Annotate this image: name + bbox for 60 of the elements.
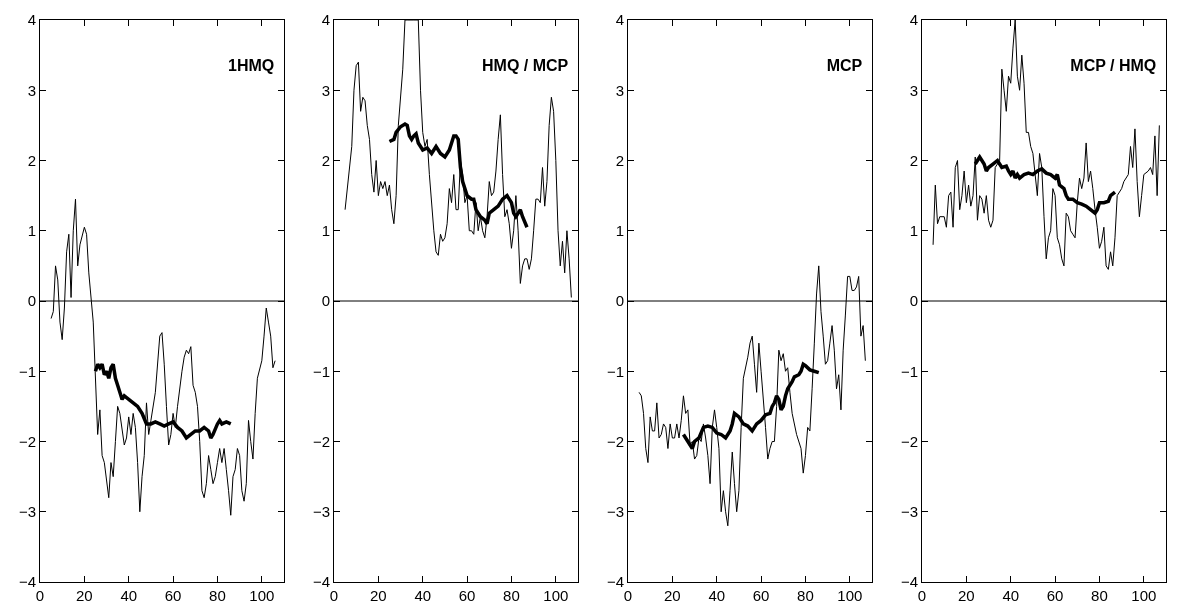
text: 1HMQ xyxy=(228,56,275,74)
y-tick-label: 2 xyxy=(27,151,36,169)
y-tick-label: 2 xyxy=(321,151,330,169)
y-tick-label: 0 xyxy=(27,292,36,310)
x-tick-label: 60 xyxy=(752,587,770,604)
y-tick-label: 0 xyxy=(321,292,330,310)
x-tick-label: 80 xyxy=(503,587,520,604)
x-tick-label: 20 xyxy=(370,587,387,604)
x-tick-label: 40 xyxy=(120,587,138,604)
y-tick-label: 4 xyxy=(615,11,624,29)
y-tick-label: 1 xyxy=(321,222,330,239)
text: MCP / HMQ xyxy=(1070,56,1157,74)
text: HMQ / MCP xyxy=(482,56,569,74)
x-tick-label: 60 xyxy=(164,587,182,604)
y-tick-label: −2 xyxy=(606,432,624,450)
y-tick-label: 0 xyxy=(615,292,624,310)
x-tick-label: 80 xyxy=(797,587,814,604)
y-tick-label: 4 xyxy=(321,11,330,29)
y-tick-label: 0 xyxy=(909,292,918,310)
y-tick-label: −2 xyxy=(312,432,330,450)
y-tick-label: −1 xyxy=(606,362,624,380)
x-tick-label: 40 xyxy=(1002,587,1020,604)
y-tick-label: −1 xyxy=(18,362,36,380)
x-tick-label: 20 xyxy=(664,587,681,604)
y-tick-label: 1 xyxy=(615,222,624,239)
text: MCP xyxy=(826,56,863,74)
x-tick-label: 80 xyxy=(209,587,226,604)
x-tick-label: 60 xyxy=(458,587,476,604)
x-tick-label: 100 xyxy=(837,587,863,604)
x-tick-label: 80 xyxy=(1091,587,1108,604)
x-tick-label: 60 xyxy=(1046,587,1064,604)
y-tick-label: −2 xyxy=(18,432,36,450)
y-tick-label: −4 xyxy=(312,573,330,591)
x-tick-label: 40 xyxy=(708,587,726,604)
y-tick-label: 3 xyxy=(615,81,624,99)
y-tick-label: 3 xyxy=(909,81,918,99)
y-tick-label: 4 xyxy=(27,11,36,29)
y-tick-label: 2 xyxy=(909,151,918,169)
x-tick-label: 20 xyxy=(958,587,975,604)
y-tick-label: −3 xyxy=(606,503,624,520)
y-tick-label: 4 xyxy=(909,11,918,29)
x-tick-label: 100 xyxy=(249,587,275,604)
x-tick-label: 20 xyxy=(76,587,93,604)
x-tick-label: 100 xyxy=(1131,587,1157,604)
y-tick-label: −1 xyxy=(312,362,330,380)
y-tick-label: −3 xyxy=(312,503,330,520)
y-tick-label: −3 xyxy=(18,503,36,520)
x-tick-label: 100 xyxy=(543,587,569,604)
y-tick-label: −2 xyxy=(900,432,918,450)
y-tick-label: −1 xyxy=(900,362,918,380)
y-tick-label: −4 xyxy=(900,573,918,591)
y-tick-label: 2 xyxy=(615,151,624,169)
x-tick-label: 40 xyxy=(414,587,432,604)
y-tick-label: 1 xyxy=(909,222,918,239)
y-tick-label: 3 xyxy=(27,81,36,99)
y-tick-label: −4 xyxy=(606,573,624,591)
y-tick-label: −3 xyxy=(900,503,918,520)
y-tick-label: −4 xyxy=(18,573,36,591)
y-tick-label: 3 xyxy=(321,81,330,99)
y-tick-label: 1 xyxy=(27,222,36,239)
